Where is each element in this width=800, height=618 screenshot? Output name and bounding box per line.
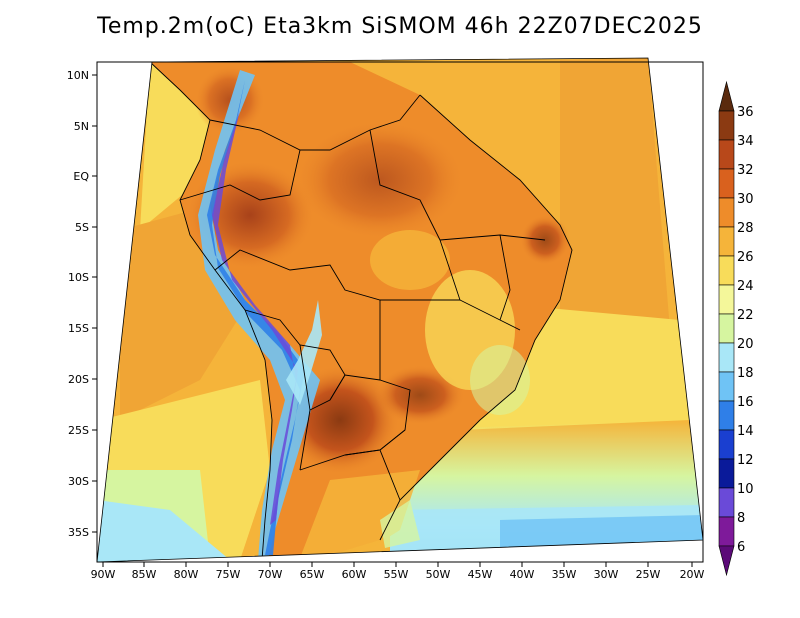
lon-tick-25w: 25W [636, 562, 661, 581]
lon-tick-30w: 30W [594, 562, 619, 581]
colorbar-swatch-bottom [718, 545, 735, 577]
lon-label: 20W [680, 568, 705, 581]
colorbar-label: 18 [737, 366, 754, 381]
lat-label: 25S [68, 424, 89, 437]
lat-tick-eq: EQ [73, 170, 97, 183]
lon-tick-20w: 20W [680, 562, 705, 581]
lon-label: 30W [594, 568, 619, 581]
colorbar: 36 34 32 30 28 26 24 22 20 18 16 14 12 1… [718, 80, 754, 577]
lon-tick-70w: 70W [258, 562, 283, 581]
colorbar-swatch [718, 110, 735, 141]
lat-tick-10n: 10N [67, 69, 97, 82]
longitude-axis: 90W 85W 80W 75W 70W 65W 60W 55W 50W 45W … [91, 562, 705, 581]
lon-tick-75w: 75W [216, 562, 241, 581]
colorbar-label: 8 [737, 511, 745, 526]
colorbar-label: 28 [737, 221, 754, 236]
colorbar-swatches [718, 80, 735, 577]
colorbar-label: 30 [737, 192, 754, 207]
colorbar-label: 22 [737, 308, 754, 323]
colorbar-swatch [718, 371, 735, 402]
colorbar-labels: 36 34 32 30 28 26 24 22 20 18 16 14 12 1… [737, 105, 754, 555]
colorbar-swatch [718, 168, 735, 199]
colorbar-swatch [718, 458, 735, 489]
colorbar-label: 34 [737, 134, 754, 149]
colorbar-swatch [718, 429, 735, 460]
lat-tick-35s: 35S [68, 526, 97, 539]
andes-cold-band [198, 70, 322, 560]
country-borders [149, 61, 573, 561]
colorbar-label: 26 [737, 250, 754, 265]
colorbar-label: 10 [737, 482, 754, 497]
colorbar-label: 24 [737, 279, 754, 294]
colorbar-swatch [718, 342, 735, 373]
lon-label: 75W [216, 568, 241, 581]
lat-label: EQ [73, 170, 89, 183]
lon-label: 80W [174, 568, 199, 581]
lat-label: 10S [68, 271, 89, 284]
lat-tick-10s: 10S [68, 271, 97, 284]
map-title: Temp.2m(oC) Eta3km SiSMOM 46h 22Z07DEC20… [97, 14, 703, 39]
axes-frame [96, 61, 704, 563]
lon-label: 50W [426, 568, 451, 581]
colorbar-swatch [718, 226, 735, 257]
lat-label: 35S [68, 526, 89, 539]
lon-label: 40W [510, 568, 535, 581]
colorbar-swatch [718, 313, 735, 344]
colorbar-label: 12 [737, 453, 754, 468]
colorbar-label: 36 [737, 105, 754, 120]
lat-label: 20S [68, 373, 89, 386]
colorbar-swatch [718, 139, 735, 170]
lat-tick-15s: 15S [68, 322, 97, 335]
lon-label: 90W [91, 568, 116, 581]
colorbar-swatch [718, 284, 735, 315]
lat-tick-5s: 5S [75, 221, 97, 234]
lat-tick-30s: 30S [68, 475, 97, 488]
colorbar-swatch [718, 400, 735, 431]
lon-tick-60w: 60W [342, 562, 367, 581]
lon-label: 85W [132, 568, 157, 581]
lat-label: 15S [68, 322, 89, 335]
lon-label: 65W [300, 568, 325, 581]
lon-label: 35W [552, 568, 577, 581]
colorbar-swatch [718, 487, 735, 518]
colorbar-label: 6 [737, 540, 745, 555]
lat-label: 10N [67, 69, 89, 82]
lon-tick-90w: 90W [91, 562, 116, 581]
colorbar-label: 14 [737, 424, 754, 439]
colorbar-swatch [718, 516, 735, 547]
colorbar-label: 32 [737, 163, 754, 178]
lon-tick-50w: 50W [426, 562, 451, 581]
lon-tick-65w: 65W [300, 562, 325, 581]
lat-tick-20s: 20S [68, 373, 97, 386]
lon-tick-55w: 55W [384, 562, 409, 581]
lon-tick-85w: 85W [132, 562, 157, 581]
lat-tick-25s: 25S [68, 424, 97, 437]
lon-label: 25W [636, 568, 661, 581]
lon-label: 55W [384, 568, 409, 581]
lat-label: 5S [75, 221, 89, 234]
colorbar-swatch [718, 197, 735, 228]
lon-tick-80w: 80W [174, 562, 199, 581]
lat-tick-5n: 5N [74, 120, 97, 133]
lon-label: 45W [468, 568, 493, 581]
colorbar-swatch [718, 255, 735, 286]
colorbar-swatch-top [718, 80, 735, 112]
lon-label: 70W [258, 568, 283, 581]
latitude-axis: 10N 5N EQ 5S 10S 15S 20S 25S 30S 35S [67, 69, 97, 539]
lat-label: 30S [68, 475, 89, 488]
lon-tick-35w: 35W [552, 562, 577, 581]
lon-label: 60W [342, 568, 367, 581]
lon-tick-40w: 40W [510, 562, 535, 581]
colorbar-label: 16 [737, 395, 754, 410]
lat-label: 5N [74, 120, 89, 133]
colorbar-label: 20 [737, 337, 754, 352]
lon-tick-45w: 45W [468, 562, 493, 581]
